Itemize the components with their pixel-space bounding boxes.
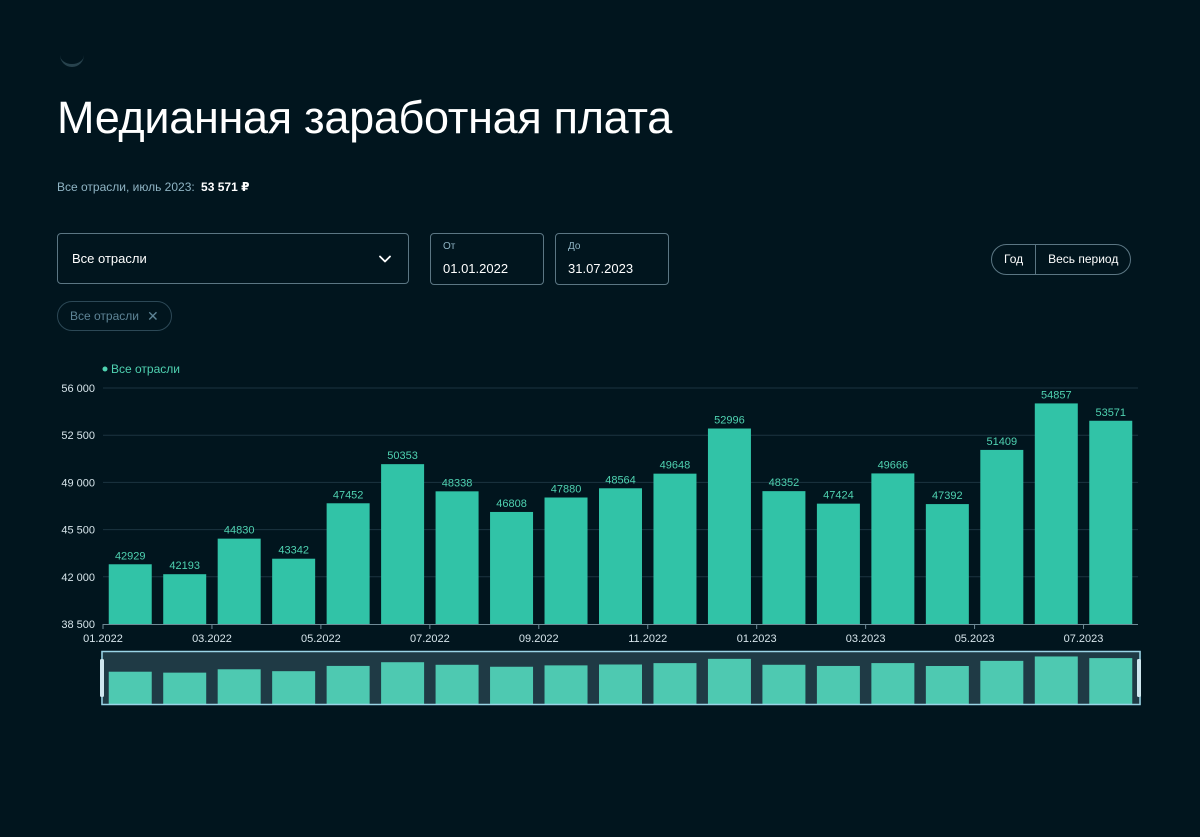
navigator-bar <box>381 662 425 705</box>
x-tick-label: 11.2022 <box>628 633 667 645</box>
page-subtitle: Все отрасли, июль 2023: 53 571 ₽ <box>57 180 249 194</box>
bar-value-label: 51409 <box>987 436 1018 448</box>
bar <box>925 504 969 624</box>
x-tick-label: 01.2022 <box>83 633 123 645</box>
navigator-bar <box>816 665 860 705</box>
navigator-bar <box>980 660 1024 705</box>
bar <box>108 564 152 624</box>
bar <box>1034 403 1078 624</box>
chevron-down-icon <box>379 255 391 262</box>
filter-chip-label: Все отрасли <box>70 309 139 323</box>
bar-value-label: 42929 <box>115 550 146 562</box>
navigator-bar <box>762 664 806 705</box>
y-tick-label: 42 000 <box>61 572 95 584</box>
bar-value-label: 44830 <box>224 525 255 537</box>
y-tick-label: 49 000 <box>61 477 95 489</box>
bar-value-label: 54857 <box>1041 389 1072 401</box>
bar <box>980 449 1024 624</box>
x-tick-label: 01.2023 <box>737 633 777 645</box>
x-tick-label: 03.2022 <box>192 633 232 645</box>
bar <box>326 503 370 624</box>
bar <box>272 558 316 624</box>
date-from-field[interactable]: От 01.01.2022 <box>430 233 544 285</box>
bar-value-label: 47452 <box>333 489 364 501</box>
period-all-button[interactable]: Весь период <box>1035 245 1130 274</box>
bar <box>1089 420 1133 624</box>
close-icon[interactable]: ✕ <box>146 308 159 324</box>
date-to-value: 31.07.2023 <box>568 261 634 276</box>
bar <box>163 574 207 624</box>
logo-icon <box>60 52 84 67</box>
bar <box>707 428 751 624</box>
bar-value-label: 48352 <box>769 477 800 489</box>
navigator-bar <box>163 672 207 705</box>
page-title: Медианная заработная плата <box>57 92 672 143</box>
bar <box>381 464 425 624</box>
navigator-bar <box>1089 658 1133 705</box>
date-to-label: До <box>568 241 581 252</box>
industry-select[interactable]: Все отрасли <box>57 233 409 284</box>
x-tick-label: 07.2022 <box>410 633 450 645</box>
bar <box>871 473 915 624</box>
bar <box>816 503 860 624</box>
bar-value-label: 47392 <box>932 490 963 502</box>
navigator-bar <box>326 665 370 705</box>
bar-value-label: 49666 <box>878 459 909 471</box>
bar <box>653 473 697 624</box>
period-toggle: Год Весь период <box>991 244 1132 275</box>
navigator-handle-right[interactable] <box>1137 659 1141 697</box>
navigator-handle-left[interactable] <box>100 659 104 697</box>
navigator-bar <box>435 664 479 705</box>
navigator-bar <box>272 671 316 705</box>
date-from-label: От <box>443 241 456 252</box>
navigator-bar <box>925 665 969 705</box>
bar <box>599 488 642 624</box>
date-to-field[interactable]: До 31.07.2023 <box>555 233 669 285</box>
navigator-bar <box>108 671 152 705</box>
x-tick-label: 05.2023 <box>955 633 995 645</box>
bar-value-label: 49648 <box>660 460 691 472</box>
x-tick-label: 09.2022 <box>519 633 559 645</box>
navigator-bar <box>707 658 751 705</box>
industry-select-value: Все отрасли <box>72 251 147 266</box>
bar-value-label: 47424 <box>823 490 854 502</box>
navigator-bar <box>653 663 697 705</box>
bar-value-label: 46808 <box>496 498 527 510</box>
x-tick-label: 03.2023 <box>846 633 886 645</box>
x-tick-label: 05.2022 <box>301 633 341 645</box>
navigator-bar <box>490 666 534 705</box>
bar-value-label: 52996 <box>714 415 745 427</box>
bar-value-label: 53571 <box>1095 407 1126 419</box>
bar-value-label: 48564 <box>605 474 636 486</box>
bar-value-label: 42193 <box>169 560 200 572</box>
legend-label: Все отрасли <box>111 362 180 376</box>
legend-marker <box>102 366 108 372</box>
y-tick-label: 56 000 <box>61 383 95 395</box>
date-from-value: 01.01.2022 <box>443 261 509 276</box>
bar <box>217 538 261 624</box>
bar <box>544 497 588 624</box>
bar-value-label: 47880 <box>551 484 582 496</box>
navigator-bar <box>599 664 642 705</box>
bar <box>762 491 806 624</box>
subtitle-value: 53 571 ₽ <box>201 180 250 194</box>
navigator-bar <box>544 665 588 705</box>
y-tick-label: 52 500 <box>61 430 95 442</box>
x-tick-label: 07.2023 <box>1064 633 1104 645</box>
bar <box>490 511 534 624</box>
period-year-button[interactable]: Год <box>1004 252 1024 266</box>
filter-chip: Все отрасли ✕ <box>57 301 172 331</box>
y-tick-label: 45 500 <box>61 525 95 537</box>
subtitle-label: Все отрасли, июль 2023: <box>57 180 195 194</box>
bar-value-label: 48338 <box>442 477 473 489</box>
bar <box>435 491 479 624</box>
bar-value-label: 43342 <box>278 545 309 557</box>
navigator-bar <box>871 663 915 705</box>
bar-value-label: 50353 <box>387 450 418 462</box>
navigator-bar <box>1034 656 1078 705</box>
y-tick-label: 38 500 <box>61 619 95 631</box>
navigator-bar <box>217 669 261 705</box>
